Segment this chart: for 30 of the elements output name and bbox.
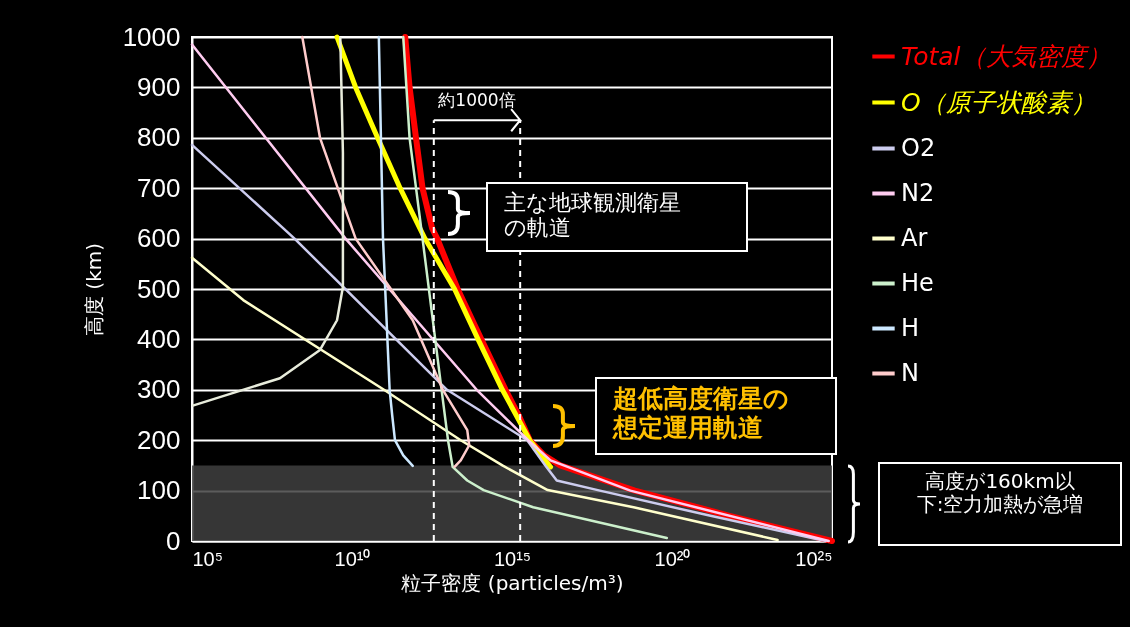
y-tick-label: 700 bbox=[137, 172, 181, 203]
y-tick-label: 800 bbox=[137, 122, 181, 153]
x-tick-label: 10⁵ bbox=[192, 547, 224, 570]
x-tick-label: 10¹⁰ bbox=[334, 547, 371, 570]
y-axis-title: 高度 (km) bbox=[81, 242, 106, 337]
legend-label: O（原子状酸素） bbox=[901, 87, 1096, 117]
y-tick-label: 300 bbox=[137, 374, 181, 405]
annotation: 超低高度衛星の想定運用軌道 bbox=[613, 384, 790, 443]
legend-label: N bbox=[901, 358, 919, 387]
x-tick-label: 10²⁵ bbox=[795, 547, 833, 570]
y-tick-label: 900 bbox=[137, 71, 181, 102]
x-tick-label: 10²⁰ bbox=[654, 547, 691, 570]
y-tick-label: 500 bbox=[137, 273, 181, 304]
annotation: 主な地球観測衛星の軌道 bbox=[504, 190, 682, 241]
y-tick-label: 200 bbox=[137, 424, 181, 455]
x-axis-title: 粒子密度 (particles/m³) bbox=[401, 570, 624, 595]
annotation: 約1000倍 bbox=[438, 90, 516, 111]
legend-label: N2 bbox=[901, 178, 935, 207]
legend-label: H bbox=[901, 313, 920, 342]
y-tick-label: 100 bbox=[137, 475, 181, 506]
legend-label: Total（大気密度） bbox=[901, 41, 1111, 71]
y-tick-label: 400 bbox=[137, 323, 181, 354]
y-tick-label: 1000 bbox=[122, 21, 181, 52]
legend-label: O2 bbox=[901, 133, 936, 162]
y-tick-label: 0 bbox=[166, 525, 181, 556]
legend-label: Ar bbox=[901, 223, 928, 252]
legend-label: He bbox=[901, 268, 934, 297]
y-tick-label: 600 bbox=[137, 223, 181, 254]
x-tick-label: 10¹⁵ bbox=[493, 547, 532, 570]
text: 高度が160km以下:空力加熱が急増 bbox=[915, 469, 1085, 516]
